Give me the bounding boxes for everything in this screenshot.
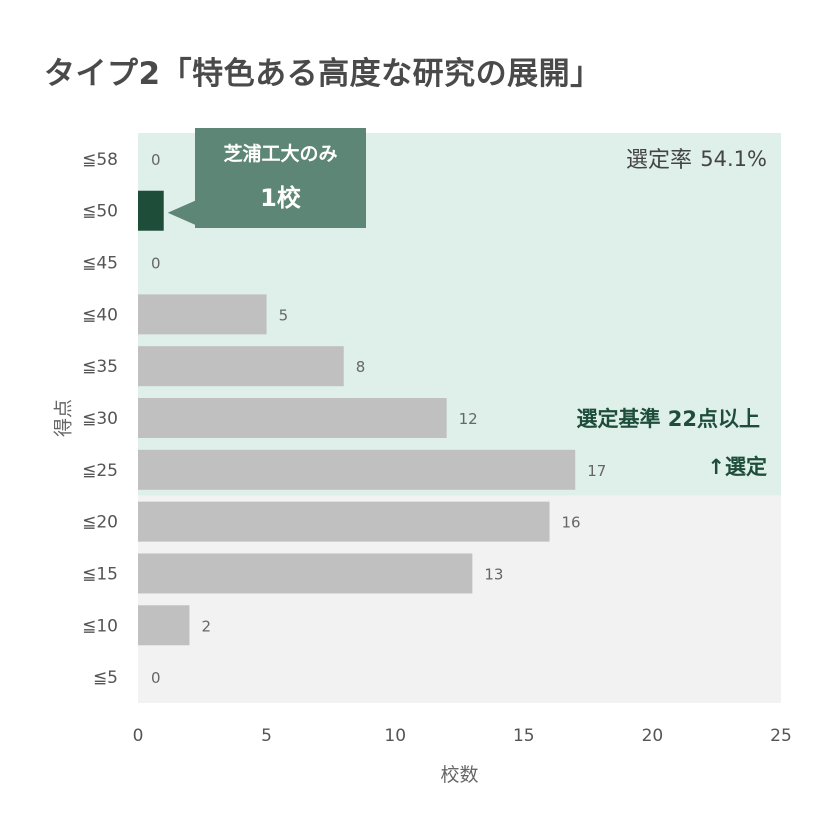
- y-tick-label: ≦58: [82, 150, 118, 170]
- data-label: 12: [459, 410, 478, 428]
- data-label: 2: [201, 617, 211, 635]
- callout-text-line1: 芝浦工大のみ: [223, 142, 337, 165]
- data-label: 0: [151, 255, 161, 273]
- bar: [138, 346, 344, 387]
- y-tick-label: ≦15: [82, 564, 118, 584]
- callout-shape: [167, 128, 366, 228]
- selection-rate-value: 54.1%: [700, 147, 767, 171]
- data-label: 16: [562, 514, 581, 532]
- x-tick-label: 0: [133, 726, 144, 746]
- bar: [138, 501, 550, 542]
- data-label: 8: [356, 358, 366, 376]
- x-tick-label: 25: [770, 726, 792, 746]
- y-tick-label: ≦20: [82, 513, 118, 533]
- bar-highlight: [138, 190, 164, 231]
- bar: [138, 398, 447, 438]
- y-tick-label: ≦40: [82, 305, 118, 325]
- y-axis-label: 得点: [53, 399, 75, 437]
- callout-box: 芝浦工大のみ 1校: [167, 128, 366, 228]
- data-label: 5: [279, 306, 289, 324]
- y-tick-label: ≦10: [82, 616, 118, 636]
- data-label: 0: [151, 669, 161, 687]
- y-tick-label: ≦35: [82, 357, 118, 377]
- x-axis-label: 校数: [440, 764, 478, 786]
- data-label: 17: [587, 462, 606, 480]
- y-tick-label: ≦5: [93, 668, 118, 688]
- bar: [138, 294, 267, 335]
- selection-criteria-text: 選定基準 22点以上: [576, 407, 760, 431]
- x-tick-label: 20: [642, 726, 664, 746]
- y-tick-label: ≦45: [82, 254, 118, 274]
- selected-arrow-text: ↑選定: [707, 455, 767, 479]
- bar: [138, 605, 190, 646]
- callout-text-line2: 1校: [260, 184, 302, 212]
- selection-rate-label: 選定率: [626, 148, 692, 173]
- x-tick-label: 15: [513, 726, 535, 746]
- x-tick-label: 10: [384, 726, 406, 746]
- data-label: 13: [484, 565, 503, 583]
- data-label: 0: [151, 151, 161, 169]
- bar: [138, 553, 473, 594]
- x-tick-label: 5: [261, 726, 272, 746]
- chart-title: タイプ2「特色ある高度な研究の展開」: [44, 56, 602, 92]
- y-tick-label: ≦30: [82, 409, 118, 429]
- y-tick-label: ≦50: [82, 202, 118, 222]
- bar: [138, 449, 576, 490]
- y-tick-label: ≦25: [82, 461, 118, 481]
